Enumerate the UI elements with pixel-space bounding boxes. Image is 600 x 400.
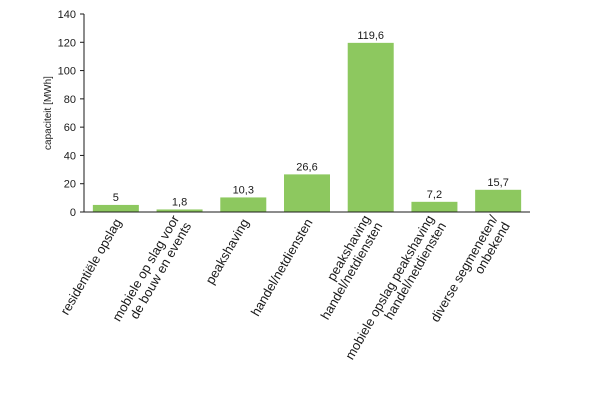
data-label: 119,6 <box>357 30 384 42</box>
y-tick-label: 20 <box>64 179 76 191</box>
data-label: 15,7 <box>487 177 508 189</box>
category-label: peakshaving <box>202 216 251 287</box>
category-label-line: handel/netdiensten <box>248 216 316 319</box>
y-axis: 0 20 40 60 80 100 120 140 <box>58 9 85 219</box>
y-tick-label: 0 <box>70 207 76 219</box>
category-label: residentiële opslag <box>57 216 124 317</box>
data-label: 10,3 <box>233 184 254 196</box>
bar <box>347 42 394 213</box>
bar <box>92 204 139 212</box>
bar <box>284 174 330 212</box>
y-tick-label: 60 <box>64 122 76 134</box>
bars: 5 1,8 10,3 26,6 119,6 7,2 15,7 <box>92 30 522 213</box>
bar <box>220 197 267 212</box>
y-tick-label: 140 <box>58 9 76 21</box>
data-label: 7,2 <box>427 189 442 201</box>
bar <box>156 209 203 212</box>
y-tick-label: 100 <box>58 66 76 78</box>
y-tick-label: 40 <box>64 150 76 162</box>
y-tick-label: 80 <box>64 94 76 106</box>
y-axis-title: capaciteit [MWh] <box>43 76 54 150</box>
bar <box>411 201 458 212</box>
category-label-line: peakshaving <box>202 216 251 287</box>
data-label: 5 <box>113 192 119 204</box>
y-tick-label: 120 <box>58 37 76 49</box>
data-label: 26,6 <box>296 161 317 173</box>
data-label: 1,8 <box>172 196 187 208</box>
category-label: handel/netdiensten <box>248 216 316 319</box>
bar <box>475 189 522 212</box>
category-label-line: residentiële opslag <box>57 216 124 317</box>
